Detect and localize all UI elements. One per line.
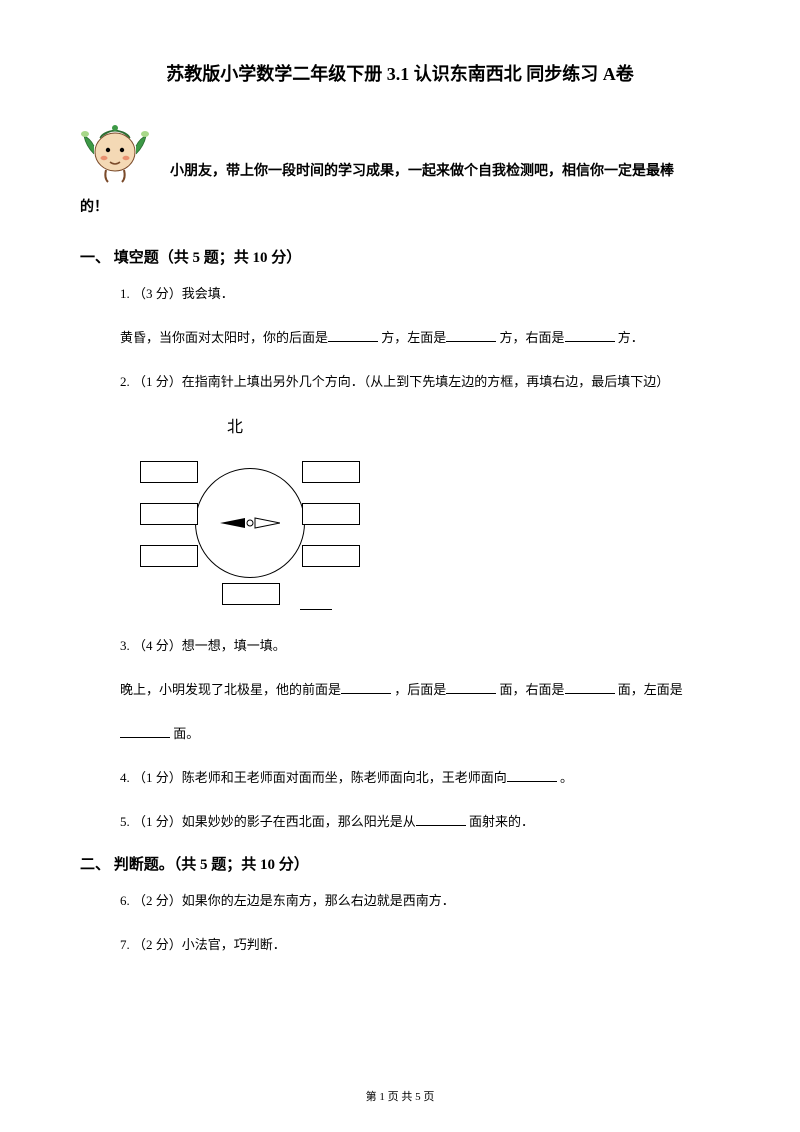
q5-part-a: 5. （1 分）如果妙妙的影子在西北面，那么阳光是从	[120, 814, 416, 829]
compass-box-mr[interactable]	[302, 503, 360, 525]
q3-part-c: 面，右面是	[500, 682, 565, 697]
compass-box-br[interactable]	[302, 545, 360, 567]
mascot-icon	[80, 116, 150, 186]
compass-box-bl[interactable]	[140, 545, 198, 567]
compass-box-ml[interactable]	[140, 503, 198, 525]
blank[interactable]	[328, 328, 378, 342]
blank[interactable]	[446, 680, 496, 694]
blank[interactable]	[446, 328, 496, 342]
blank[interactable]	[565, 328, 615, 342]
blank[interactable]	[507, 768, 557, 782]
q1-body: 黄昏，当你面对太阳时，你的后面是 方，左面是 方，右面是 方．	[120, 325, 720, 351]
q4-part-b: 。	[560, 770, 573, 785]
q3-part-e: 面。	[173, 726, 199, 741]
q3-body-2: 面。	[120, 721, 720, 747]
compass-small-blank	[300, 609, 332, 610]
q3-part-a: 晚上，小明发现了北极星，他的前面是	[120, 682, 341, 697]
page-title: 苏教版小学数学二年级下册 3.1 认识东南西北 同步练习 A卷	[80, 60, 720, 86]
blank[interactable]	[416, 812, 466, 826]
compass-box-tl[interactable]	[140, 461, 198, 483]
q1-part-d: 方．	[618, 330, 644, 345]
q7: 7. （2 分）小法官，巧判断．	[120, 932, 720, 958]
q6: 6. （2 分）如果你的左边是东南方，那么右边就是西南方．	[120, 888, 720, 914]
q4-part-a: 4. （1 分）陈老师和王老师面对面而坐，陈老师面向北，王老师面向	[120, 770, 507, 785]
compass-box-tr[interactable]	[302, 461, 360, 483]
section-1-header: 一、 填空题（共 5 题；共 10 分）	[80, 246, 720, 267]
intro-row: 小朋友，带上你一段时间的学习成果，一起来做个自我检测吧，相信你一定是最棒	[80, 116, 720, 186]
blank[interactable]	[565, 680, 615, 694]
q2: 2. （1 分）在指南针上填出另外几个方向．（从上到下先填左边的方框，再填右边，…	[120, 369, 720, 395]
blank[interactable]	[341, 680, 391, 694]
q3-part-b: ，后面是	[394, 682, 446, 697]
q5: 5. （1 分）如果妙妙的影子在西北面，那么阳光是从 面射来的．	[120, 809, 720, 835]
compass-diagram: 北	[140, 413, 720, 613]
compass-needle-icon	[220, 515, 280, 531]
page-footer: 第 1 页 共 5 页	[0, 1088, 800, 1104]
q4: 4. （1 分）陈老师和王老师面对面而坐，陈老师面向北，王老师面向 。	[120, 765, 720, 791]
compass-north-label: 北	[140, 413, 330, 437]
q3-body: 晚上，小明发现了北极星，他的前面是 ，后面是 面，右面是 面，左面是	[120, 677, 720, 703]
compass-box-bottom[interactable]	[222, 583, 280, 605]
q1-part-b: 方，左面是	[381, 330, 446, 345]
q1-part-c: 方，右面是	[500, 330, 565, 345]
intro-text-2: 的！	[80, 194, 720, 222]
q5-part-b: 面射来的．	[469, 814, 534, 829]
q3-prefix: 3. （4 分）想一想，填一填。	[120, 633, 720, 659]
q1-part-a: 黄昏，当你面对太阳时，你的后面是	[120, 330, 328, 345]
blank[interactable]	[120, 724, 170, 738]
section-2-header: 二、 判断题。（共 5 题；共 10 分）	[80, 853, 720, 874]
q3-part-d: 面，左面是	[618, 682, 683, 697]
intro-text-1: 小朋友，带上你一段时间的学习成果，一起来做个自我检测吧，相信你一定是最棒	[170, 158, 720, 186]
compass-body	[140, 443, 360, 613]
q1-prefix: 1. （3 分）我会填．	[120, 281, 720, 307]
